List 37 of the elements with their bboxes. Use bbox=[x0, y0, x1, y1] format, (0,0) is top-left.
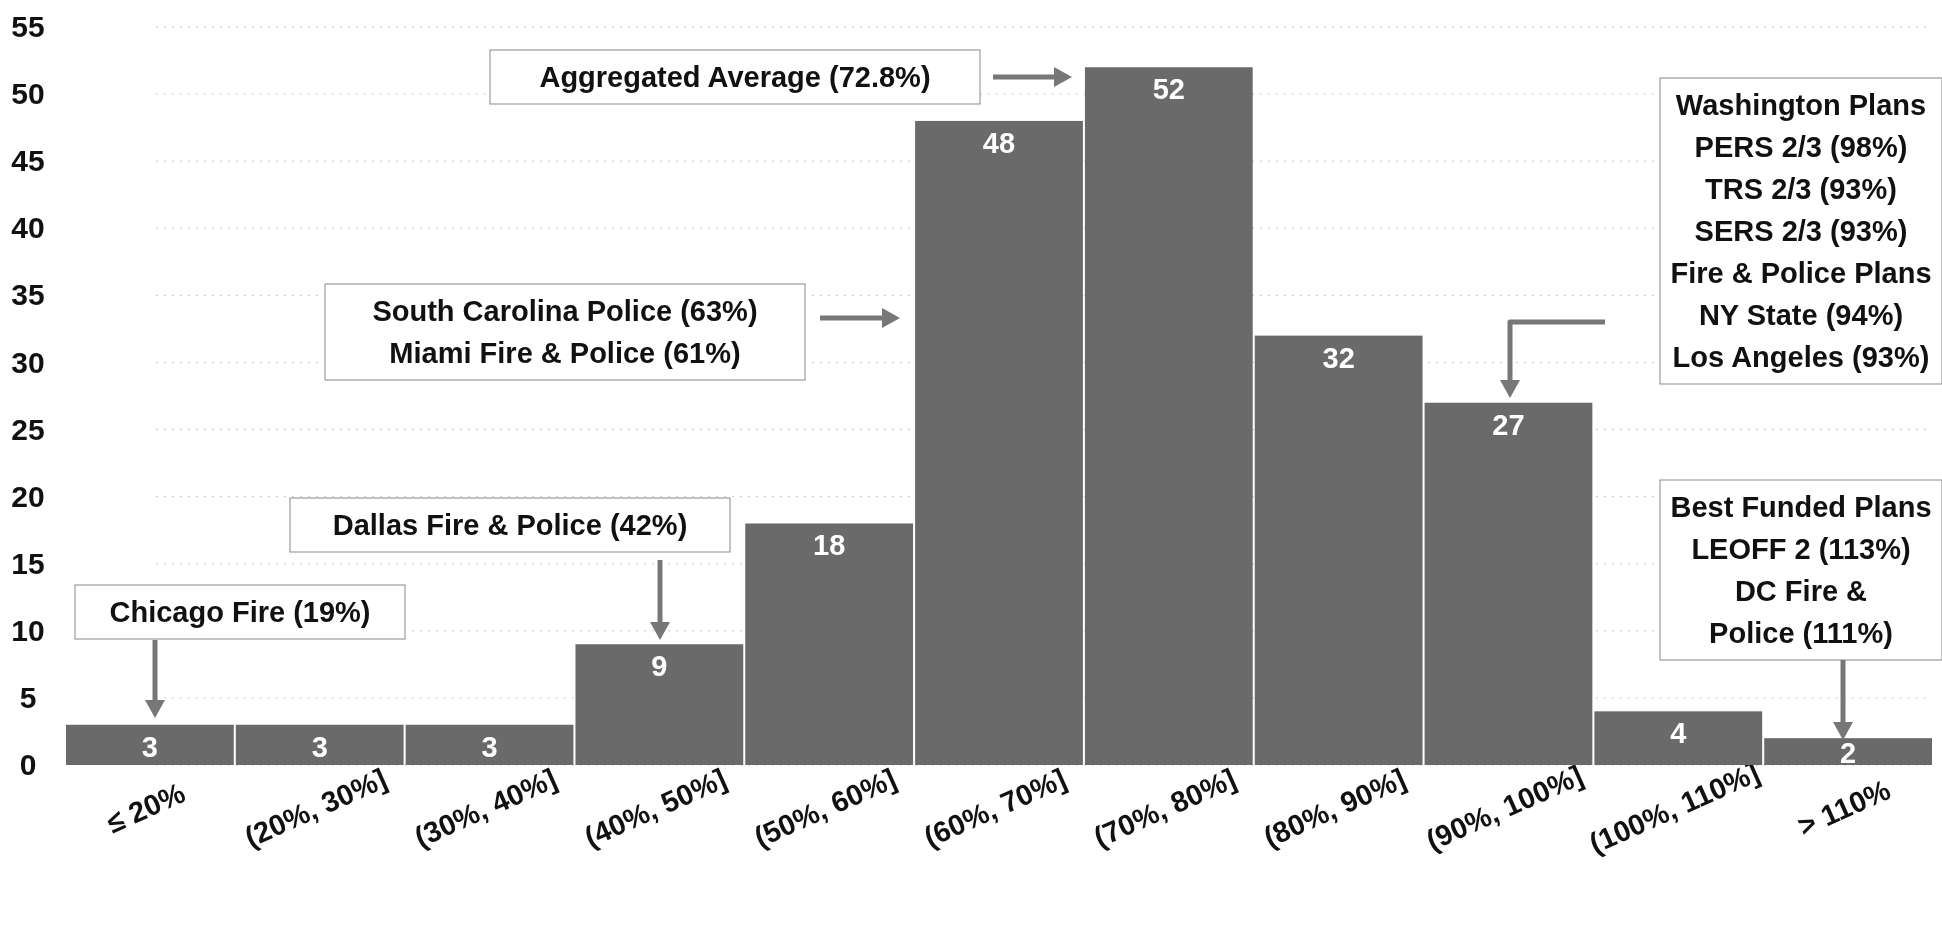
y-tick-label: 25 bbox=[11, 412, 45, 446]
x-tick-label: (20%, 30%] bbox=[239, 762, 392, 854]
y-tick-label: 55 bbox=[11, 10, 45, 44]
data-label: 9 bbox=[651, 650, 668, 683]
data-label: 3 bbox=[481, 730, 498, 763]
x-tick-label: (60%, 70%] bbox=[919, 762, 1071, 854]
x-tick-label: (40%, 50%] bbox=[579, 762, 732, 854]
annotation: South Carolina Police (63%) Miami Fire & Police (61%) bbox=[372, 295, 758, 369]
data-label: 48 bbox=[982, 126, 1016, 159]
data-label: 4 bbox=[1670, 717, 1687, 750]
y-tick-label: 5 bbox=[19, 681, 37, 715]
y-tick-label: 20 bbox=[11, 479, 45, 513]
x-tick-label: (70%, 80%] bbox=[1089, 762, 1241, 854]
y-tick-label: 30 bbox=[11, 345, 45, 379]
y-tick-label: 40 bbox=[11, 211, 45, 245]
data-label: 2 bbox=[1840, 737, 1857, 769]
data-label: 3 bbox=[141, 730, 158, 763]
y-tick-label: 50 bbox=[11, 77, 45, 111]
x-tick-label: > 110% bbox=[1792, 773, 1896, 843]
y-tick-label: 15 bbox=[11, 546, 45, 580]
annotation: Aggregated Average (72.8%) bbox=[539, 61, 931, 93]
x-tick-label: (80%, 90%] bbox=[1258, 762, 1411, 854]
data-label: 52 bbox=[1152, 73, 1185, 106]
x-tick-label: (50%, 60%] bbox=[749, 762, 901, 854]
x-tick-label: (30%, 40%] bbox=[409, 762, 562, 854]
x-tick-label: ≤ 20% bbox=[101, 776, 190, 840]
annotation: Best Funded Plans LEOFF 2 (113%) DC Fire & Police (111%) bbox=[1670, 491, 1932, 649]
y-tick-label: 35 bbox=[11, 278, 45, 312]
annotation: Dallas Fire & Police (42%) bbox=[332, 509, 688, 541]
y-tick-label: 0 bbox=[19, 748, 37, 782]
y-tick-label: 10 bbox=[11, 613, 45, 647]
data-label: 27 bbox=[1492, 408, 1525, 441]
y-tick-label: 45 bbox=[11, 144, 45, 178]
data-label: 18 bbox=[813, 529, 846, 562]
data-label: 32 bbox=[1322, 341, 1355, 374]
annotation: Chicago Fire (19%) bbox=[109, 596, 371, 628]
data-label: 3 bbox=[311, 730, 328, 763]
